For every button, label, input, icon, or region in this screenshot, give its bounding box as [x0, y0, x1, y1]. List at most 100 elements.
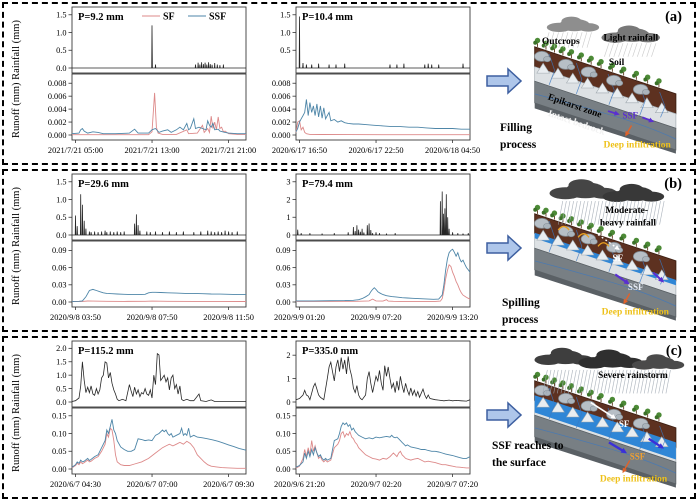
flow-arc-icon	[597, 242, 610, 247]
plot-frame	[71, 73, 247, 141]
y-tick-label: 1.0	[280, 28, 290, 37]
tree-icon	[654, 245, 662, 255]
x-tick-label: 2020/9/6 21:20	[274, 480, 325, 489]
panel-letter: (b)	[664, 176, 682, 192]
x-tick-label: 2021/7/21 05:00	[48, 146, 103, 155]
rock-icon	[558, 59, 576, 71]
y-tick-label: 0.006	[272, 92, 291, 101]
tree-icon	[596, 225, 604, 236]
y-axis-label: Runoff (mm) Rainfall (mm)	[11, 354, 22, 472]
rain-streaks-icon	[557, 201, 665, 225]
pinnacle-icon	[654, 102, 669, 113]
tree-icon	[632, 70, 640, 80]
pinnacle-icon	[625, 92, 639, 104]
panel-letter: (c)	[665, 343, 682, 359]
panel-a: Runoff (mm) Rainfall (mm) 0.0 0.5 1.0 1.5 0.…	[2, 2, 696, 165]
pinnacle-icon	[595, 249, 610, 261]
x-tick-label: 2020/9/8 07:50	[127, 313, 178, 322]
sf-series	[296, 263, 471, 302]
panel-c: Runoff (mm) Rainfall (mm) 0.0 0.5 1.0 1.5 2.…	[2, 336, 696, 499]
tree-icon	[533, 204, 541, 214]
tree-icon	[567, 49, 575, 59]
sf-series	[71, 427, 246, 469]
y-tick-label: 0.06	[276, 263, 291, 272]
plot-frame	[295, 173, 471, 241]
deep-infiltration-label: Deep infiltration	[602, 307, 670, 317]
tree-icon	[654, 78, 662, 88]
y-tick-label: 0.000	[48, 131, 67, 140]
rainfall-series	[296, 191, 470, 236]
process-label: SSF reaches to the surface	[492, 440, 564, 470]
pinnacle-icon	[536, 229, 550, 241]
deep-infiltration-label: Deep infiltration	[603, 140, 671, 150]
pinnacle-icon	[565, 239, 580, 251]
y-tick-label: 1.5	[280, 11, 290, 20]
sf-series	[295, 120, 470, 136]
pinnacle-icon	[551, 67, 565, 79]
pinnacle-icon	[551, 401, 565, 413]
pinnacle-icon	[610, 254, 625, 266]
rain-streaks-icon	[604, 43, 657, 57]
y-tick-label: 0.00	[52, 298, 67, 307]
y-tick-label: 0.03	[52, 281, 67, 290]
bedrock-front-layer	[534, 269, 676, 321]
y-tick-label: 0.002	[48, 118, 67, 127]
y-tick-label: 2.0	[56, 344, 66, 353]
tree-icon	[586, 222, 594, 232]
sf-series	[72, 92, 246, 136]
water-crack-line	[575, 396, 583, 428]
infiltration-arrow-icon	[622, 460, 631, 474]
plot-frame	[295, 6, 471, 74]
y-tick-label: 0.05	[276, 447, 291, 456]
soil-label: Soil	[609, 58, 625, 68]
y-tick-label: 0.000	[272, 131, 291, 140]
plot-frame	[71, 173, 247, 241]
chart-b-right: 0 1 2 3 0.00 0.03 0.06 0.09 2020/9/9 01:20 2020/9…	[274, 173, 478, 322]
pinnacle-icon	[625, 426, 639, 438]
ssf-arrow-icon	[648, 437, 665, 449]
y-axis-label: Runoff (mm) Rainfall (mm)	[11, 187, 22, 305]
tree-icon	[596, 392, 604, 403]
tree-icon	[654, 412, 662, 422]
rock-icon	[606, 242, 624, 254]
y-tick-label: 0.06	[52, 263, 67, 272]
chart-pair-c-right: 0 1 2 0.00 0.05 0.10 0.15 2020/9/6 21:20 2020/9/…	[252, 338, 492, 496]
y-tick-label: 0.5	[56, 46, 66, 55]
rock-icon	[534, 385, 552, 397]
tree-icon	[541, 207, 549, 217]
y-tick-label: 0.10	[52, 429, 67, 438]
sf-arrow-icon	[590, 401, 617, 419]
ssf-arrow-icon	[607, 110, 620, 116]
pinnacle-icon	[565, 406, 580, 418]
x-tick-label: 2020/9/8 03:50	[50, 313, 101, 322]
y-tick-label: 1.5	[56, 358, 66, 367]
pinnacle-icon	[565, 72, 580, 84]
x-tick-label: 2020/9/7 02:20	[351, 480, 402, 489]
y-tick-label: 0.00	[52, 465, 67, 474]
cloud-icon	[601, 25, 660, 43]
y-tick-label: 2	[286, 351, 290, 360]
tree-icon	[619, 400, 627, 410]
tree-icon	[632, 237, 640, 247]
y-tick-label: 0.0	[56, 398, 66, 407]
event-precipitation-label: P=335.0 mm	[302, 346, 358, 357]
chart-c-right: 0 1 2 0.00 0.05 0.10 0.15 2020/9/6 21:20 2020/9/…	[274, 340, 478, 489]
x-tick-label: 2020/6/7 09:30	[203, 480, 254, 489]
pinnacle-icon	[595, 416, 610, 428]
y-tick-label: 0.5	[56, 213, 66, 222]
rainfall-type-label: Severe rainstorm	[598, 371, 668, 381]
y-tick-label: 0.0	[56, 231, 66, 240]
y-tick-label: 0.05	[52, 447, 67, 456]
y-tick-label: 0.10	[276, 429, 291, 438]
rock-icon	[632, 83, 650, 96]
x-tick-label: 2020/6/17 22:50	[348, 146, 403, 155]
panel-letter: (a)	[665, 9, 682, 25]
rock-icon	[632, 417, 650, 430]
flow-arc-icon	[557, 225, 570, 231]
chart-b-left: 0.0 0.5 1.0 1.5 0.00 0.03 0.06 0.09 2020/9/8 03:…	[50, 173, 254, 322]
tree-icon	[533, 37, 541, 47]
chart-a-left: 0.0 0.5 1.0 1.5 0.000 0.002 0.004 0.006 0.008 202…	[48, 6, 256, 155]
y-tick-label: 0.008	[272, 79, 291, 88]
